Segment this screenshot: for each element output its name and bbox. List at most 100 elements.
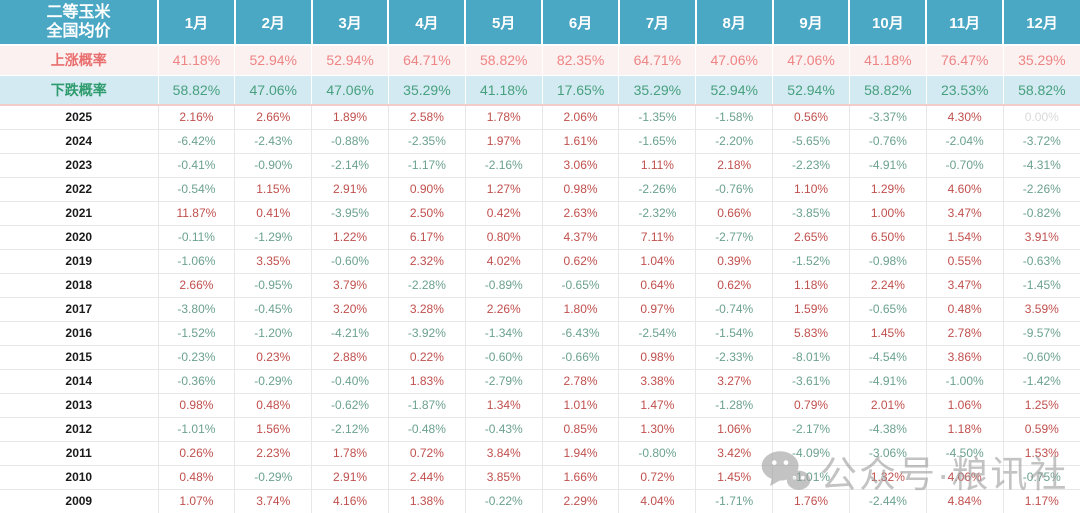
- value-cell: -1.00%: [926, 369, 1004, 394]
- value-cell: 2.78%: [542, 369, 620, 394]
- value-cell: -8.01%: [772, 345, 850, 370]
- value-cell: 1.97%: [465, 129, 543, 154]
- value-cell: -0.74%: [695, 297, 774, 322]
- year-label: 2019: [0, 249, 159, 274]
- probability-cell: 23.53%: [926, 75, 1004, 106]
- value-cell: -4.50%: [926, 441, 1004, 466]
- value-cell: -2.26%: [1003, 177, 1080, 202]
- value-cell: 2.66%: [234, 105, 313, 130]
- value-cell: 1.89%: [311, 105, 389, 130]
- value-cell: 0.22%: [388, 345, 466, 370]
- month-header-3: 3月: [311, 0, 390, 46]
- value-cell: 3.27%: [695, 369, 774, 394]
- value-cell: 1.59%: [772, 297, 850, 322]
- value-cell: 4.84%: [926, 489, 1004, 513]
- value-cell: 1.18%: [926, 417, 1004, 442]
- year-row-2016: 2016 -1.52% -1.20% -4.21% -3.92% -1.34% -6.43%…: [0, 321, 1080, 346]
- value-cell: 1.25%: [1003, 393, 1080, 418]
- value-cell: -2.26%: [618, 177, 697, 202]
- month-header-1: 1月: [158, 0, 236, 46]
- value-cell: 1.80%: [542, 297, 620, 322]
- value-cell: -0.62%: [311, 393, 389, 418]
- value-cell: -1.29%: [234, 225, 313, 250]
- value-cell: 0.90%: [388, 177, 466, 202]
- value-cell: 3.74%: [234, 489, 313, 513]
- value-cell: -0.60%: [311, 249, 389, 274]
- value-cell: -1.65%: [618, 129, 697, 154]
- value-cell: -4.21%: [311, 321, 389, 346]
- probability-cell: 76.47%: [926, 45, 1004, 76]
- value-cell: -0.89%: [465, 273, 543, 298]
- value-cell: 2.88%: [311, 345, 389, 370]
- value-cell: 2.91%: [311, 465, 389, 490]
- value-cell: -0.75%: [1003, 465, 1080, 490]
- value-cell: 0.00%: [1003, 105, 1080, 130]
- value-cell: -3.37%: [849, 105, 927, 130]
- value-cell: -2.12%: [311, 417, 389, 442]
- value-cell: 2.18%: [695, 153, 774, 178]
- value-cell: -0.41%: [158, 153, 236, 178]
- month-header-2: 2月: [234, 0, 313, 46]
- value-cell: -2.79%: [465, 369, 543, 394]
- year-label: 2020: [0, 225, 159, 250]
- value-cell: -1.20%: [234, 321, 313, 346]
- value-cell: -1.01%: [772, 465, 850, 490]
- value-cell: -2.04%: [926, 129, 1004, 154]
- table-header: 二等玉米 全国均价 1月 2月 3月 4月 5月 6月 7月 8月 9月 10月 11月 12月: [0, 0, 1080, 46]
- value-cell: 1.29%: [849, 177, 927, 202]
- value-cell: -5.65%: [772, 129, 850, 154]
- year-label: 2021: [0, 201, 159, 226]
- probability-cell: 35.29%: [618, 75, 697, 106]
- month-header-7: 7月: [618, 0, 697, 46]
- value-cell: 4.16%: [311, 489, 389, 513]
- value-cell: -0.36%: [158, 369, 236, 394]
- value-cell: -1.58%: [695, 105, 774, 130]
- value-cell: 3.06%: [542, 153, 620, 178]
- value-cell: 2.44%: [388, 465, 466, 490]
- value-cell: 3.84%: [465, 441, 543, 466]
- value-cell: -0.43%: [465, 417, 543, 442]
- value-cell: 11.87%: [158, 201, 236, 226]
- value-cell: 2.24%: [849, 273, 927, 298]
- value-cell: 1.38%: [388, 489, 466, 513]
- value-cell: 0.39%: [695, 249, 774, 274]
- value-cell: 1.83%: [388, 369, 466, 394]
- value-cell: 1.27%: [465, 177, 543, 202]
- value-cell: -0.22%: [465, 489, 543, 513]
- month-header-9: 9月: [772, 0, 851, 46]
- value-cell: 1.32%: [849, 465, 927, 490]
- value-cell: 1.56%: [234, 417, 313, 442]
- value-cell: -4.91%: [849, 369, 927, 394]
- value-cell: 1.30%: [618, 417, 697, 442]
- value-cell: -0.80%: [618, 441, 697, 466]
- value-cell: 3.59%: [1003, 297, 1080, 322]
- value-cell: -0.60%: [465, 345, 543, 370]
- value-cell: -2.54%: [618, 321, 697, 346]
- value-cell: -1.17%: [388, 153, 466, 178]
- value-cell: -4.38%: [849, 417, 927, 442]
- value-cell: -1.71%: [695, 489, 774, 513]
- value-cell: 4.37%: [542, 225, 620, 250]
- value-cell: -1.54%: [695, 321, 774, 346]
- year-label: 2023: [0, 153, 159, 178]
- value-cell: 1.61%: [542, 129, 620, 154]
- year-label: 2013: [0, 393, 159, 418]
- value-cell: 0.97%: [618, 297, 697, 322]
- value-cell: -4.54%: [849, 345, 927, 370]
- value-cell: -0.76%: [849, 129, 927, 154]
- value-cell: -2.17%: [772, 417, 850, 442]
- probability-cell: 41.18%: [465, 75, 543, 106]
- value-cell: -2.77%: [695, 225, 774, 250]
- value-cell: -1.35%: [618, 105, 697, 130]
- value-cell: 3.35%: [234, 249, 313, 274]
- value-cell: -2.33%: [695, 345, 774, 370]
- value-cell: -0.23%: [158, 345, 236, 370]
- probability-cell: 35.29%: [1003, 45, 1080, 76]
- value-cell: 1.78%: [311, 441, 389, 466]
- value-cell: 2.23%: [234, 441, 313, 466]
- value-cell: 2.66%: [158, 273, 236, 298]
- value-cell: 2.50%: [388, 201, 466, 226]
- value-cell: -4.91%: [849, 153, 927, 178]
- fall-probability-row: 下跌概率 58.82% 47.06% 47.06% 35.29% 41.18% 17.65%…: [0, 75, 1080, 106]
